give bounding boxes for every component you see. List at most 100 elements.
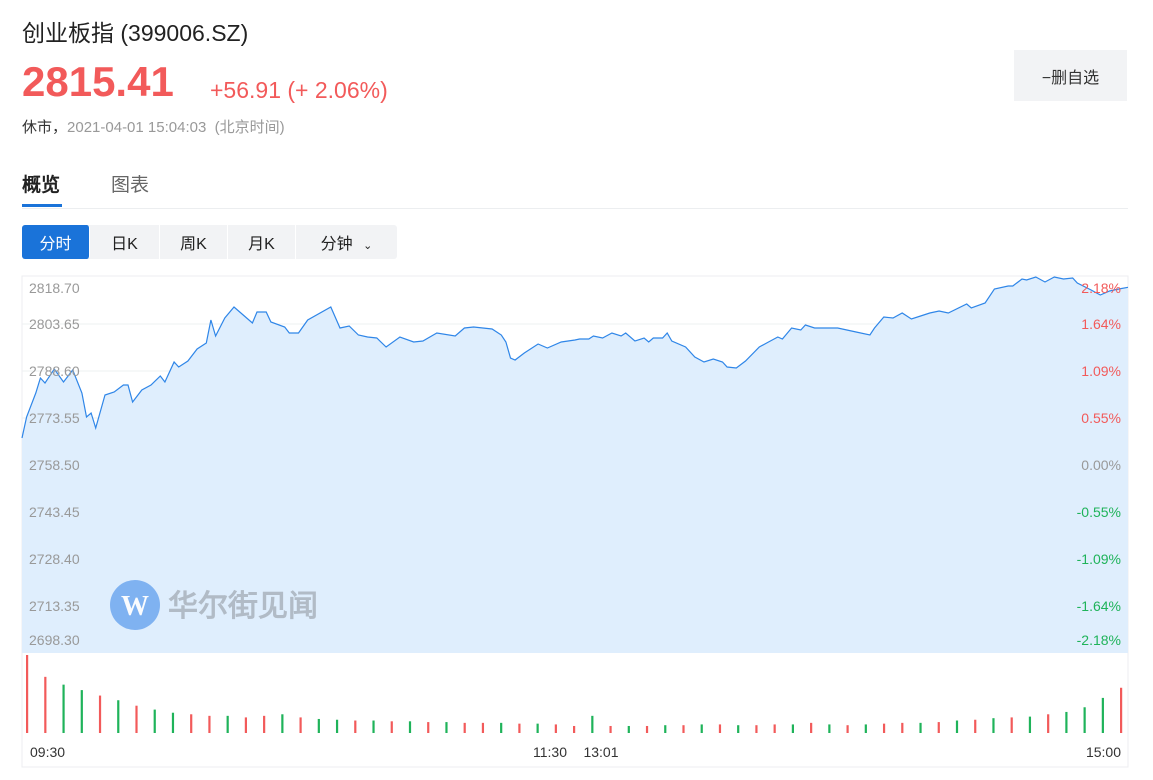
timestamp: 2021-04-01 15:04:03 (67, 119, 207, 136)
price-tick-label: 2728.40 (29, 551, 80, 567)
volume-bar (44, 676, 47, 733)
volume-bar (682, 725, 685, 733)
period-minute-label: 分钟 (320, 236, 353, 253)
volume-bar (372, 720, 375, 733)
volume-bar (135, 705, 138, 733)
volume-bar (299, 717, 302, 733)
timezone: (北京时间) (214, 119, 285, 136)
volume-bar (882, 723, 886, 733)
index-name: 创业板指 (22, 20, 114, 46)
percent-tick-label: -0.55% (1077, 504, 1121, 520)
volume-bar (171, 712, 175, 733)
tab-chart[interactable]: 图表 (111, 175, 150, 196)
period-intraday[interactable]: 分时 (22, 225, 90, 259)
volume-bar (335, 719, 339, 733)
volume-bar (481, 722, 485, 733)
volume-bar (153, 709, 156, 733)
volume-bar (226, 715, 229, 733)
percent-tick-label: 0.00% (1081, 457, 1121, 473)
volume-bar (445, 722, 448, 733)
volume-bar (627, 725, 630, 733)
percent-tick-label: 2.18% (1081, 280, 1121, 296)
volume-bar (281, 714, 284, 733)
volume-bar (609, 725, 612, 733)
change-percent: (+ 2.06%) (287, 77, 388, 103)
period-weekly[interactable]: 周K (160, 225, 228, 259)
remove-watchlist-button[interactable]: −删自选 (1014, 50, 1127, 101)
volume-bar (408, 721, 412, 733)
volume-bar (828, 724, 831, 733)
volume-bar (463, 722, 466, 733)
volume-bar (937, 722, 940, 733)
change-value: +56.91 (210, 77, 281, 103)
volume-bar (810, 722, 813, 733)
price-tick-label: 2743.45 (29, 504, 80, 520)
volume-bar (591, 715, 594, 733)
volume-bar (645, 725, 649, 733)
time-tick-label: 11:30 (533, 744, 567, 760)
volume-bar (536, 723, 539, 733)
volume-bar (755, 725, 758, 733)
volume-bar (1101, 697, 1104, 733)
volume-bar (700, 724, 703, 733)
volume-bar (718, 724, 722, 733)
period-minute-dropdown[interactable]: 分钟 ⌄ (296, 225, 397, 259)
volume-bar (500, 722, 503, 733)
volume-bar (190, 714, 193, 733)
page-title: 创业板指 (399006.SZ) (22, 14, 248, 48)
percent-tick-label: -1.09% (1077, 551, 1121, 567)
volume-bar (263, 715, 266, 733)
period-daily[interactable]: 日K (90, 225, 160, 259)
volume-bar (974, 719, 977, 733)
volume-bar (664, 725, 667, 733)
volume-bar (80, 690, 83, 733)
price-tick-label: 2773.55 (29, 410, 80, 426)
current-price: 2815.41 (22, 58, 174, 105)
volume-bar (317, 718, 320, 733)
volume-bar (62, 684, 65, 733)
price-tick-label: 2818.70 (29, 280, 80, 296)
volume-bar (773, 724, 776, 733)
volume-bar (846, 725, 849, 733)
volume-bar (390, 721, 393, 733)
volume-bar (1120, 687, 1123, 733)
volume-bar (1047, 714, 1050, 733)
divider (22, 208, 1128, 209)
volume-bar (1028, 716, 1032, 733)
volume-bar (427, 722, 430, 733)
active-tab-indicator (22, 204, 62, 207)
volume-bar (117, 700, 120, 733)
period-selector: 分时 日K 周K 月K 分钟 ⌄ (22, 225, 397, 259)
percent-tick-label: 1.09% (1081, 363, 1121, 379)
price-line (21, 276, 1129, 439)
volume-bar (26, 655, 29, 733)
time-tick-label: 09:30 (30, 744, 65, 760)
volume-bar (919, 722, 922, 733)
volume-bar (992, 718, 995, 733)
volume-bar (901, 722, 904, 733)
price-tick-label: 2758.50 (29, 457, 80, 473)
time-tick-label: 15:00 (1086, 744, 1121, 760)
price-tick-label: 2713.35 (29, 598, 80, 614)
price-area (22, 277, 1128, 653)
percent-tick-label: 0.55% (1081, 410, 1121, 426)
status-text: 休市， (22, 119, 68, 136)
watermark: W 华尔街见闻 (110, 580, 318, 630)
tab-overview[interactable]: 概览 (22, 175, 61, 196)
volume-bar (864, 724, 867, 733)
watermark-logo-icon (110, 580, 160, 630)
volume-bar (354, 720, 357, 733)
volume-bar (955, 720, 959, 733)
volume-bar (554, 724, 557, 733)
volume-bar (1010, 717, 1013, 733)
volume-bar (573, 725, 576, 733)
volume-bar (737, 725, 740, 733)
chevron-down-icon: ⌄ (363, 240, 373, 252)
volume-bar (244, 717, 247, 733)
volume-bar (518, 723, 521, 733)
period-monthly[interactable]: 月K (228, 225, 296, 259)
volume-bar (98, 695, 102, 733)
watermark-text: 华尔街见闻 (168, 589, 318, 624)
price-change: +56.91 (+ 2.06%) (210, 77, 388, 104)
